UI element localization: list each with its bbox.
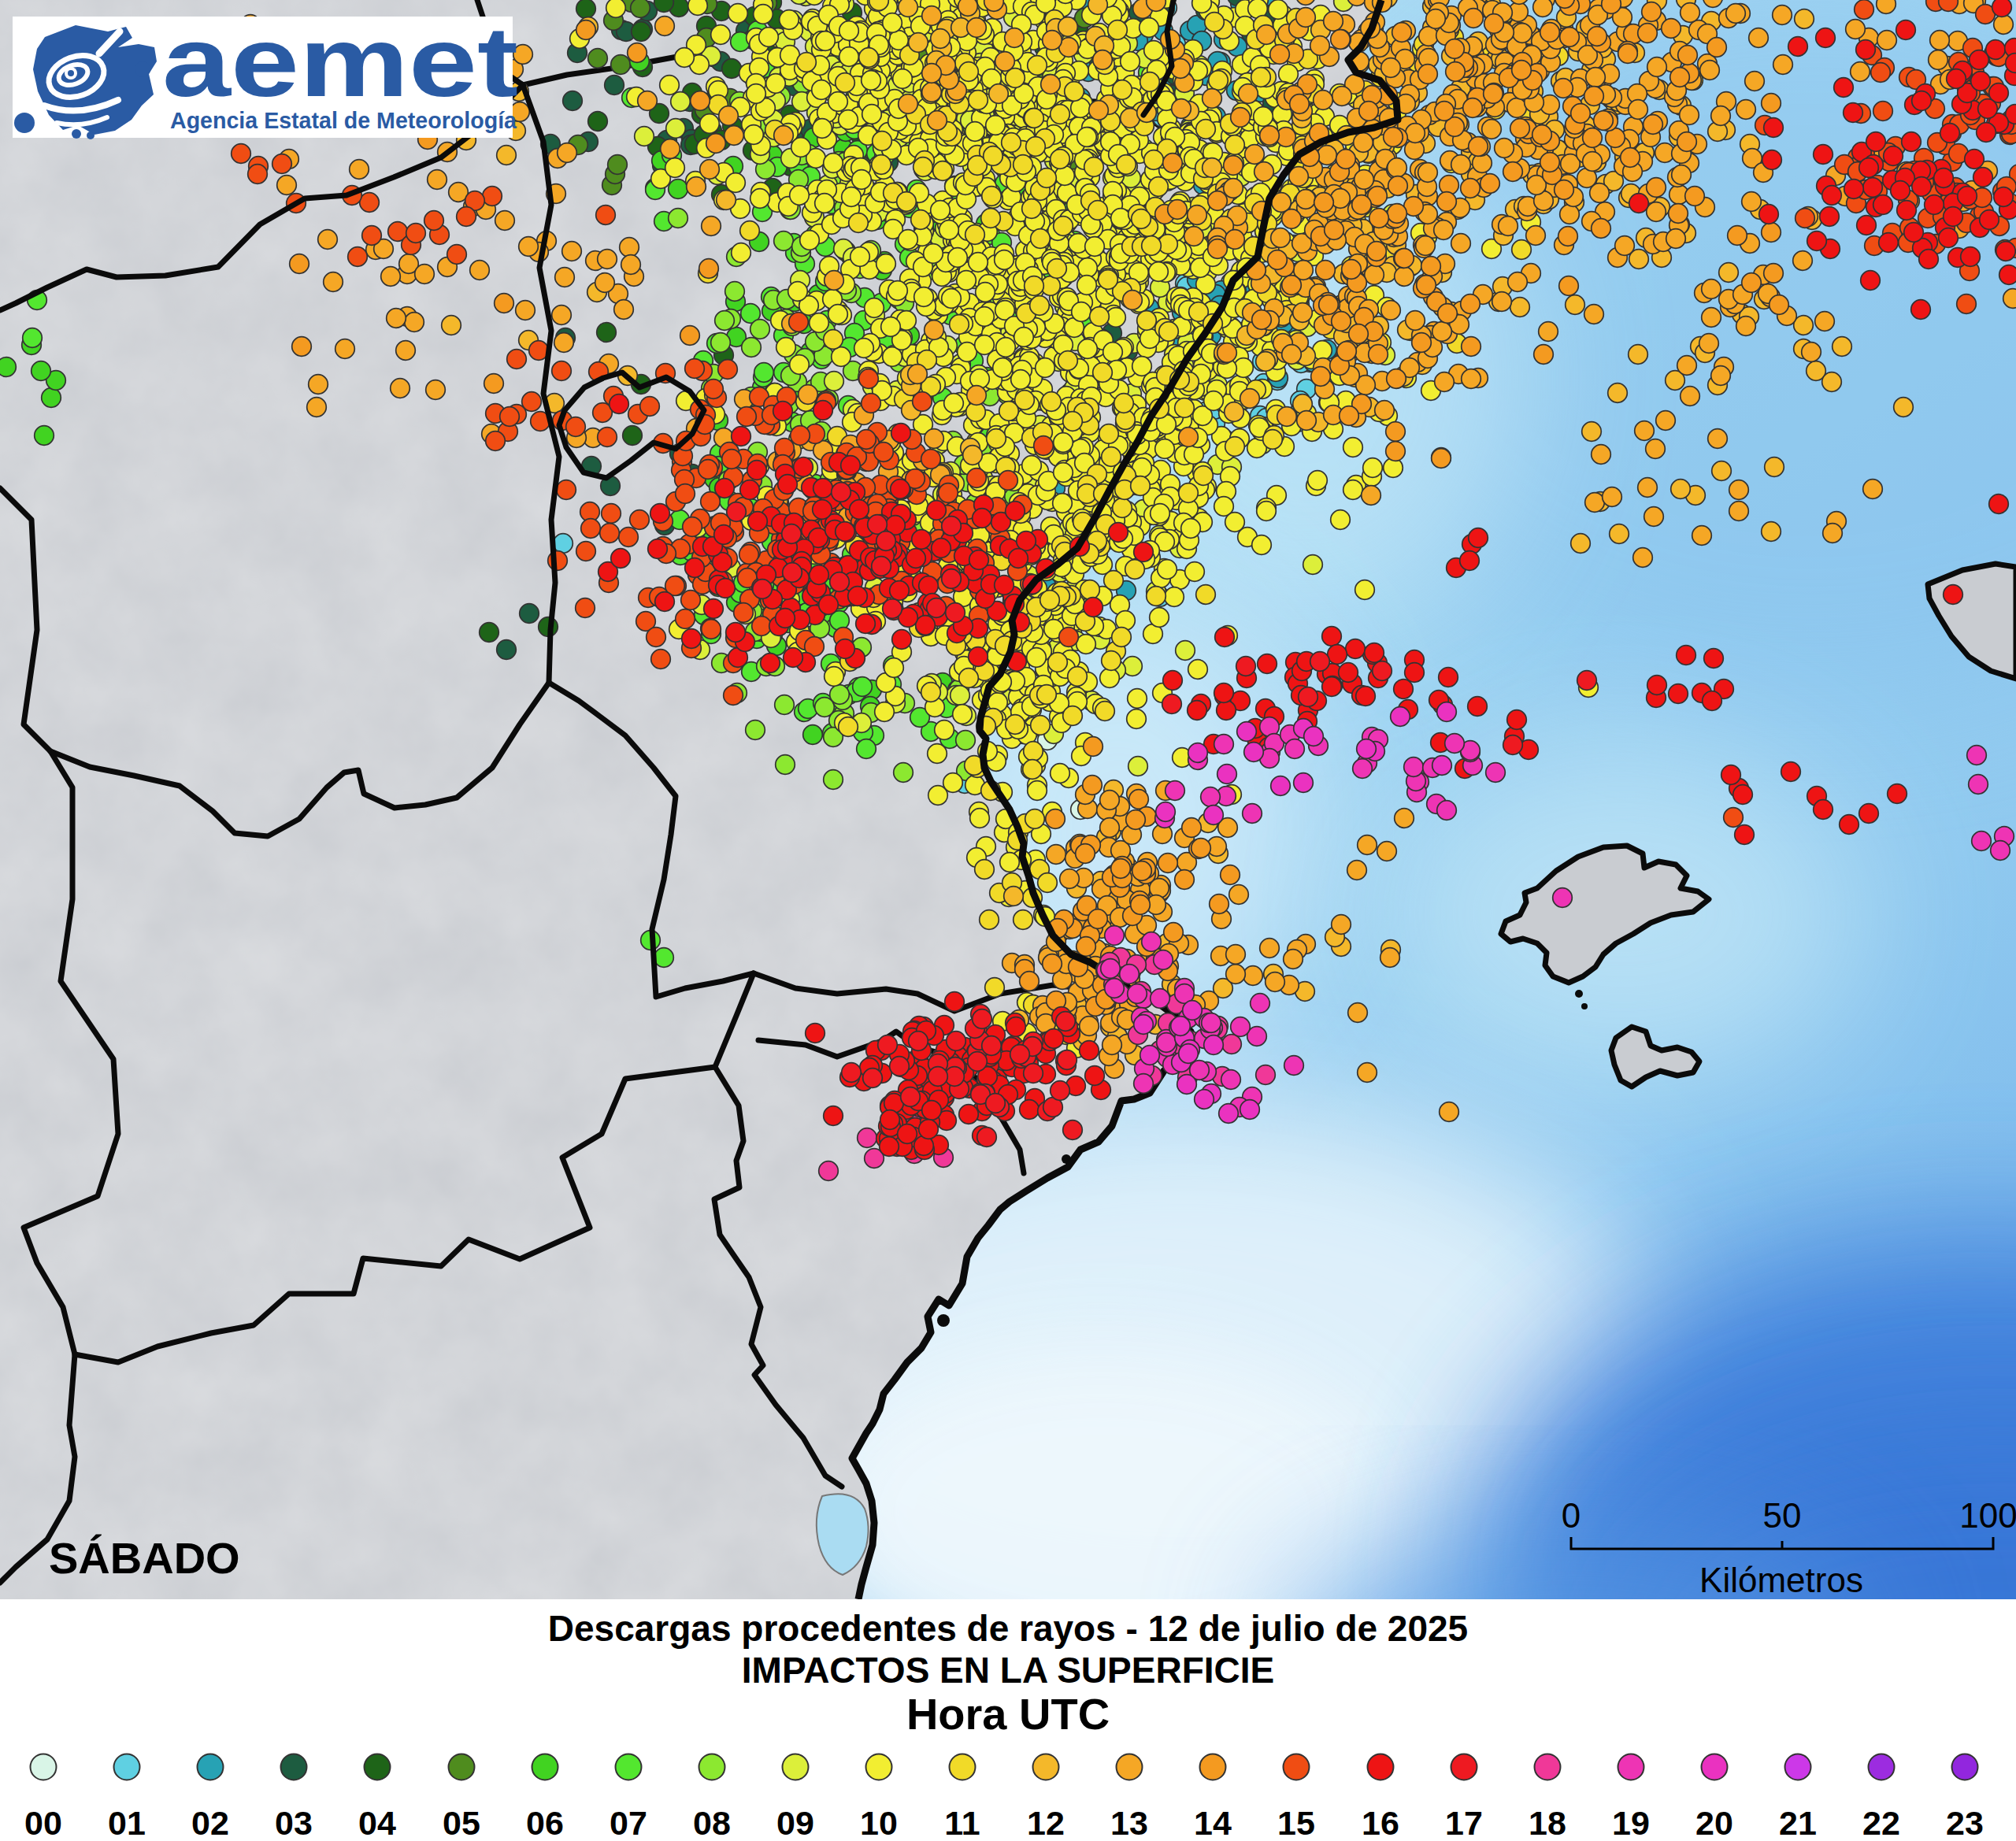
svg-text:09: 09 bbox=[776, 1804, 814, 1841]
svg-text:08: 08 bbox=[693, 1804, 731, 1841]
svg-text:IMPACTOS EN LA SUPERFICIE: IMPACTOS EN LA SUPERFICIE bbox=[742, 1650, 1274, 1691]
svg-text:0: 0 bbox=[1562, 1496, 1581, 1535]
svg-text:14: 14 bbox=[1194, 1804, 1232, 1841]
svg-text:Kilómetros: Kilómetros bbox=[1699, 1561, 1863, 1599]
svg-text:20: 20 bbox=[1695, 1804, 1733, 1841]
svg-text:15: 15 bbox=[1277, 1804, 1315, 1841]
svg-text:50: 50 bbox=[1763, 1496, 1802, 1535]
svg-text:03: 03 bbox=[275, 1804, 313, 1841]
svg-text:13: 13 bbox=[1110, 1804, 1148, 1841]
svg-text:04: 04 bbox=[358, 1804, 396, 1841]
svg-text:SÁBADO: SÁBADO bbox=[49, 1533, 240, 1583]
svg-text:Descargas procedentes de rayos: Descargas procedentes de rayos - 12 de j… bbox=[548, 1608, 1468, 1649]
svg-text:16: 16 bbox=[1362, 1804, 1399, 1841]
svg-text:07: 07 bbox=[610, 1804, 647, 1841]
svg-text:aemet: aemet bbox=[162, 6, 518, 117]
svg-text:Agencia Estatal de Meteorologí: Agencia Estatal de Meteorología bbox=[170, 108, 517, 133]
svg-text:10: 10 bbox=[860, 1804, 898, 1841]
svg-text:18: 18 bbox=[1529, 1804, 1566, 1841]
svg-text:21: 21 bbox=[1779, 1804, 1817, 1841]
svg-text:12: 12 bbox=[1027, 1804, 1065, 1841]
svg-text:Hora UTC: Hora UTC bbox=[906, 1689, 1110, 1739]
svg-text:100: 100 bbox=[1959, 1496, 2016, 1535]
svg-text:17: 17 bbox=[1445, 1804, 1483, 1841]
svg-text:01: 01 bbox=[108, 1804, 146, 1841]
svg-text:11: 11 bbox=[944, 1804, 980, 1841]
svg-text:05: 05 bbox=[443, 1804, 480, 1841]
svg-text:02: 02 bbox=[191, 1804, 229, 1841]
svg-text:23: 23 bbox=[1946, 1804, 1984, 1841]
svg-text:22: 22 bbox=[1862, 1804, 1900, 1841]
svg-text:19: 19 bbox=[1612, 1804, 1650, 1841]
svg-text:06: 06 bbox=[526, 1804, 564, 1841]
svg-text:00: 00 bbox=[24, 1804, 62, 1841]
